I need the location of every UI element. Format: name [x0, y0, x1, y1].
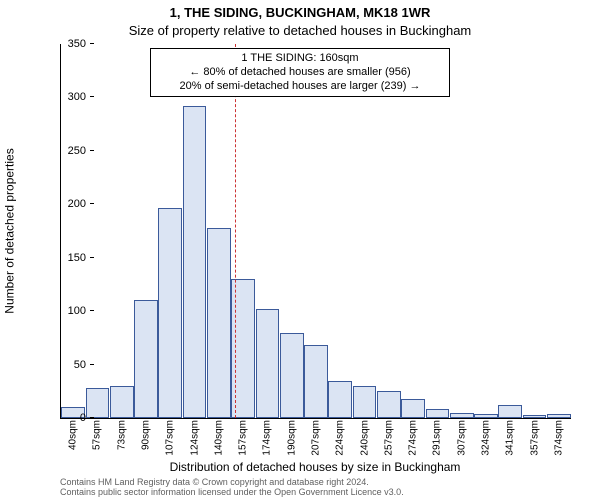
x-tick: 357sqm — [529, 420, 540, 456]
annotation-box: 1 THE SIDING: 160sqm ← 80% of detached h… — [150, 48, 450, 97]
x-tick: 124sqm — [189, 420, 200, 456]
x-tick: 140sqm — [213, 420, 224, 456]
annotation-line-3: 20% of semi-detached houses are larger (… — [155, 80, 445, 94]
x-tick: 224sqm — [335, 420, 346, 456]
y-tick: 150 — [36, 252, 86, 264]
histogram-bar — [547, 414, 571, 418]
footer-line-2: Contains public sector information licen… — [60, 488, 590, 498]
histogram-bar — [353, 386, 377, 418]
histogram-bar — [256, 309, 280, 418]
y-tick: 0 — [36, 412, 86, 424]
histogram-bar — [183, 106, 207, 418]
x-tick: 324sqm — [481, 420, 492, 456]
histogram-bar — [86, 388, 110, 418]
histogram-bar — [426, 409, 450, 418]
x-tick: 90sqm — [141, 420, 152, 450]
chart-subtitle: Size of property relative to detached ho… — [0, 24, 600, 38]
histogram-bar — [280, 333, 304, 418]
histogram-bar — [450, 413, 474, 418]
histogram-bar — [110, 386, 134, 418]
x-axis-label: Distribution of detached houses by size … — [60, 460, 570, 474]
x-tick: 374sqm — [553, 420, 564, 456]
x-tick: 274sqm — [408, 420, 419, 456]
histogram-bar — [134, 300, 158, 418]
marker-line — [235, 44, 236, 418]
histogram-bar — [304, 345, 328, 418]
chart-title: 1, THE SIDING, BUCKINGHAM, MK18 1WR — [0, 6, 600, 20]
x-tick: 157sqm — [238, 420, 249, 456]
y-tick: 350 — [36, 38, 86, 50]
histogram-bar — [207, 228, 231, 418]
histogram-bar — [523, 415, 547, 418]
annotation-line-1: 1 THE SIDING: 160sqm — [155, 52, 445, 66]
histogram-bar — [377, 391, 401, 418]
histogram-bar — [498, 405, 522, 418]
x-tick: 73sqm — [116, 420, 127, 450]
y-axis-label: Number of detached properties — [2, 44, 18, 418]
histogram-bar — [158, 208, 182, 419]
chart-container: 1, THE SIDING, BUCKINGHAM, MK18 1WR Size… — [0, 0, 600, 500]
x-tick: 207sqm — [311, 420, 322, 456]
x-tick: 240sqm — [359, 420, 370, 456]
x-tick: 190sqm — [286, 420, 297, 456]
plot-area: 40sqm57sqm73sqm90sqm107sqm124sqm140sqm15… — [60, 44, 571, 419]
x-tick: 57sqm — [92, 420, 103, 450]
y-tick: 50 — [36, 359, 86, 371]
x-tick: 341sqm — [505, 420, 516, 456]
x-tick: 174sqm — [262, 420, 273, 456]
histogram-bar — [474, 414, 498, 418]
y-tick: 250 — [36, 145, 86, 157]
y-tick: 200 — [36, 198, 86, 210]
annotation-line-2: ← 80% of detached houses are smaller (95… — [155, 66, 445, 80]
y-tick: 100 — [36, 305, 86, 317]
histogram-bar — [328, 381, 352, 418]
x-tick: 291sqm — [432, 420, 443, 456]
histogram-bar — [401, 399, 425, 418]
y-tick: 300 — [36, 91, 86, 103]
footer-text: Contains HM Land Registry data © Crown c… — [60, 478, 590, 498]
x-tick: 107sqm — [165, 420, 176, 456]
x-tick: 40sqm — [68, 420, 79, 450]
x-tick: 307sqm — [456, 420, 467, 456]
x-tick: 257sqm — [383, 420, 394, 456]
